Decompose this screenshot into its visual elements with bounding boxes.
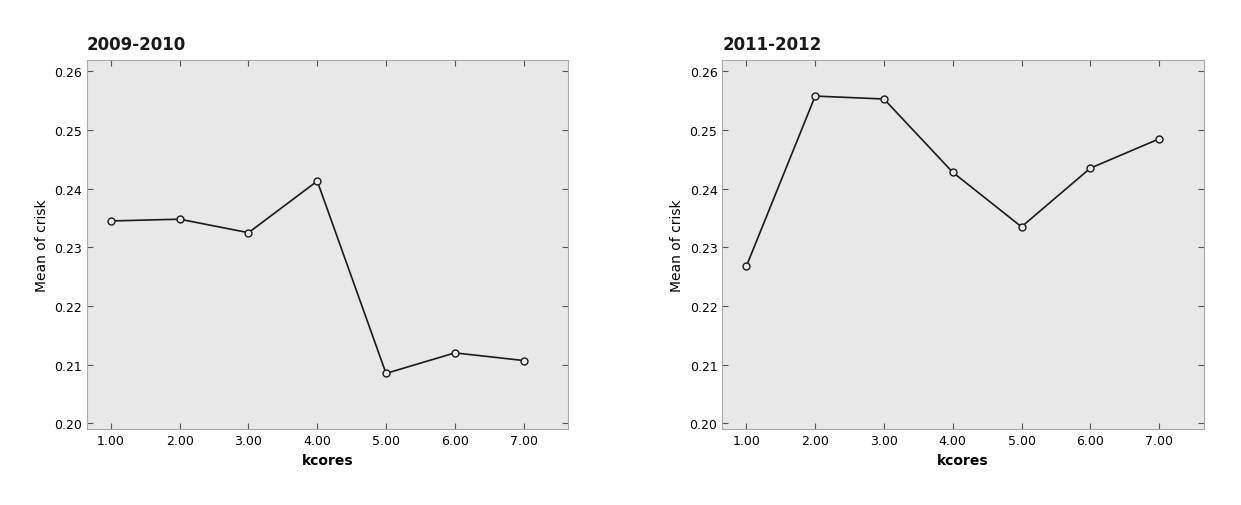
Text: 2009-2010: 2009-2010 bbox=[87, 35, 186, 54]
X-axis label: kcores: kcores bbox=[937, 452, 989, 467]
Y-axis label: Mean of crisk: Mean of crisk bbox=[35, 198, 48, 291]
X-axis label: kcores: kcores bbox=[302, 452, 354, 467]
Y-axis label: Mean of crisk: Mean of crisk bbox=[670, 198, 684, 291]
Text: 2011-2012: 2011-2012 bbox=[722, 35, 822, 54]
